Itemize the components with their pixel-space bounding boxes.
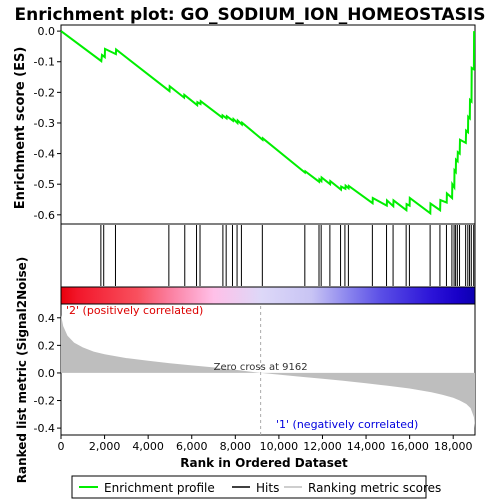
es-y-tick-label: -0.5 bbox=[34, 178, 55, 191]
enrichment-profile-line bbox=[60, 30, 476, 216]
x-tick-label: 14,000 bbox=[347, 440, 386, 453]
ranked-y-tick-label: 0.0 bbox=[38, 367, 56, 380]
es-y-label: Enrichment score (ES) bbox=[13, 47, 28, 210]
x-tick-label: 4,000 bbox=[132, 440, 164, 453]
x-tick-label: 16,000 bbox=[390, 440, 429, 453]
ranked-y-tick-label: -0.2 bbox=[34, 395, 55, 408]
ranked-y-ticks: 0.4 0.2 0.0 -0.2 -0.4 bbox=[34, 312, 61, 435]
x-axis-label: Rank in Ordered Dataset bbox=[180, 456, 348, 470]
hit-lines bbox=[100, 225, 475, 286]
hits-panel-frame bbox=[60, 223, 476, 288]
legend-ranking-label: Ranking metric scores bbox=[308, 481, 441, 495]
ranking-heat-bar bbox=[60, 286, 476, 305]
x-tick-label: 8,000 bbox=[220, 440, 252, 453]
ranking-metric-area bbox=[61, 315, 475, 429]
ranked-y-label: Ranked list metric (Signal2Noise) bbox=[15, 257, 29, 484]
heat-bar-rect bbox=[60, 286, 476, 305]
ranked-y-tick-label: 0.4 bbox=[38, 312, 56, 325]
es-y-tick-label: -0.2 bbox=[34, 86, 55, 99]
es-panel-frame bbox=[60, 24, 476, 225]
ranked-y-tick-label: 0.2 bbox=[38, 339, 56, 352]
x-tick-label: 6,000 bbox=[176, 440, 208, 453]
chart-title: Enrichment plot: GO_SODIUM_ION_HOMEOSTAS… bbox=[15, 5, 486, 25]
es-panel: 0.0 -0.1 -0.2 -0.3 -0.4 -0.5 -0.6 Enrichment s… bbox=[13, 24, 476, 225]
x-tick-label: 12,000 bbox=[303, 440, 342, 453]
x-tick-label: 10,000 bbox=[260, 440, 299, 453]
x-tick-label: 2,000 bbox=[89, 440, 121, 453]
positive-correlation-label: '2' (positively correlated) bbox=[66, 304, 203, 317]
legend-enrichment-label: Enrichment profile bbox=[104, 481, 215, 495]
es-y-ticks: 0.0 -0.1 -0.2 -0.3 -0.4 -0.5 -0.6 bbox=[34, 25, 61, 222]
x-tick-label: 18,000 bbox=[434, 440, 473, 453]
zero-cross-label: Zero cross at 9162 bbox=[214, 362, 308, 373]
es-y-tick-label: -0.6 bbox=[34, 209, 55, 222]
ranked-metric-panel: 0.4 0.2 0.0 -0.2 -0.4 '2' (positively correl… bbox=[15, 257, 476, 484]
es-y-tick-label: 0.0 bbox=[38, 25, 56, 38]
x-tick-label: 0 bbox=[58, 440, 65, 453]
legend: Enrichment profile Hits Ranking metric s… bbox=[71, 475, 441, 499]
es-y-tick-label: -0.1 bbox=[34, 56, 55, 69]
ranked-y-tick-label: -0.4 bbox=[34, 422, 55, 435]
hits-panel bbox=[60, 223, 476, 288]
x-axis: 0 2,000 4,000 6,000 8,000 10,000 12,000 14,000 1… bbox=[58, 435, 473, 453]
negative-correlation-label: '1' (negatively correlated) bbox=[276, 418, 418, 431]
es-y-tick-label: -0.3 bbox=[34, 117, 55, 130]
es-y-tick-label: -0.4 bbox=[34, 148, 55, 161]
legend-hits-label: Hits bbox=[256, 481, 279, 495]
